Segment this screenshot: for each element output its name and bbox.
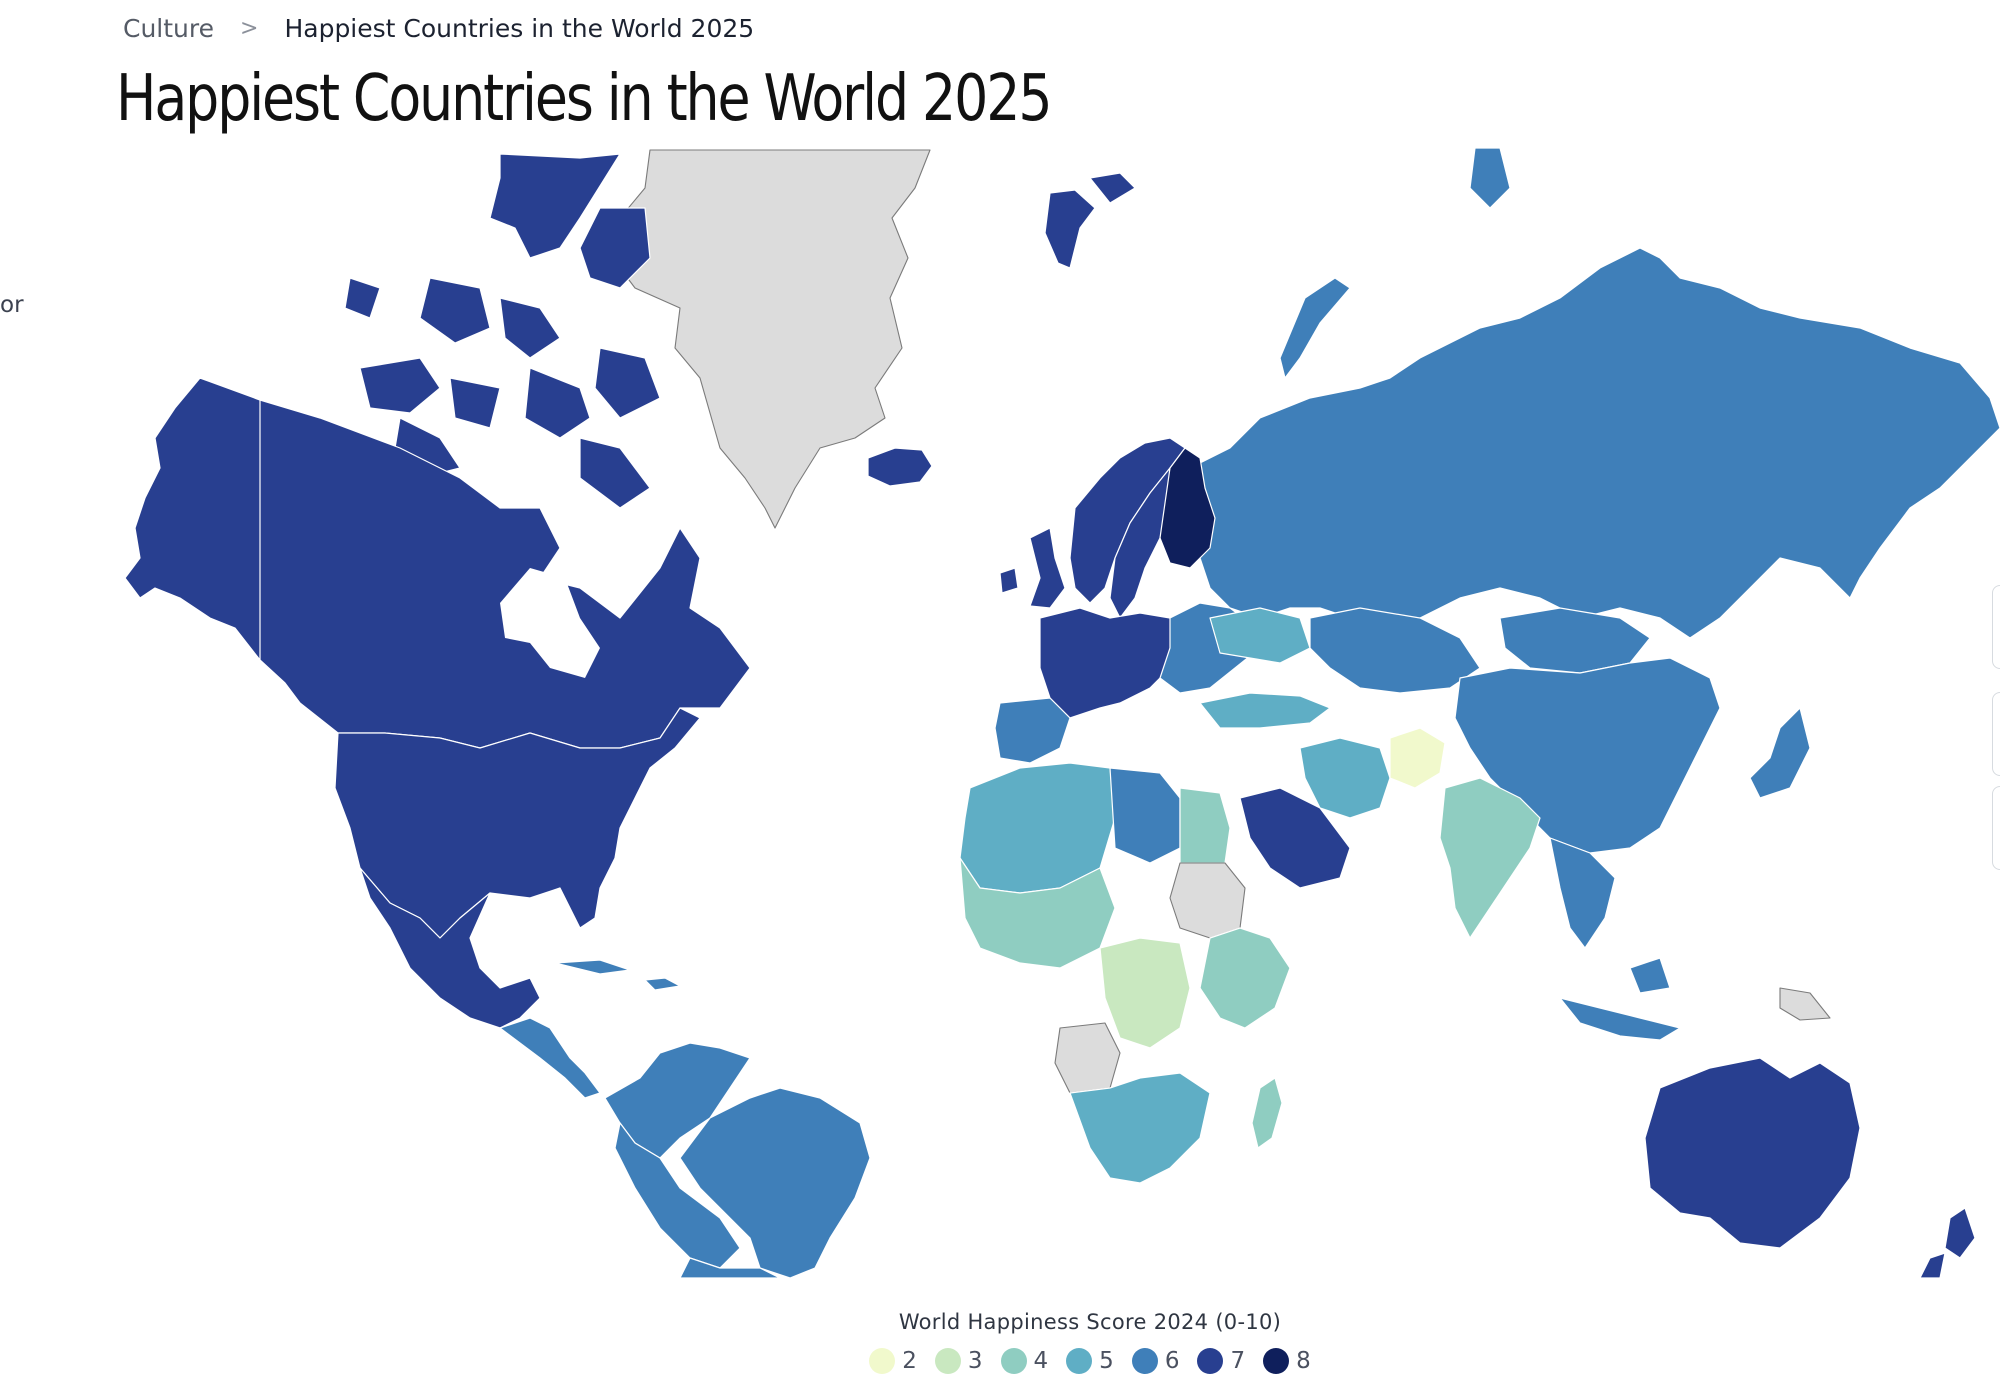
legend-label: 3	[967, 1348, 983, 1374]
legend-item[interactable]: 6	[1131, 1348, 1180, 1374]
region-svalbard[interactable]	[1044, 172, 1136, 269]
region-egypt[interactable]	[1179, 787, 1231, 864]
legend-swatch-icon	[1263, 1348, 1290, 1374]
legend-item[interactable]: 4	[1000, 1348, 1049, 1374]
region-novaya-zemlya[interactable]	[1279, 148, 1511, 379]
region-saudi-arabia[interactable]	[1239, 787, 1351, 889]
region-australia[interactable]	[1644, 1057, 1861, 1249]
legend-item[interactable]: 5	[1066, 1348, 1114, 1374]
breadcrumb-link-culture[interactable]: Culture	[123, 14, 215, 43]
legend-label: 8	[1296, 1348, 1311, 1374]
region-canada[interactable]	[209, 399, 751, 749]
region-madagascar[interactable]	[1251, 1077, 1283, 1149]
map-legend: World Happiness Score 2024 (0-10) 2 3 4 5 6 7…	[840, 1310, 1340, 1374]
region-alaska[interactable]	[124, 377, 261, 661]
world-choropleth-map	[124, 148, 2000, 1278]
region-southern-africa[interactable]	[1069, 1072, 1211, 1184]
legend-item[interactable]: 3	[934, 1348, 983, 1374]
legend-swatch-icon	[869, 1348, 896, 1374]
breadcrumb-current: Happiest Countries in the World 2025	[284, 14, 755, 43]
legend-swatch-icon	[1000, 1348, 1027, 1374]
region-angola[interactable]	[1054, 1022, 1121, 1094]
region-ukraine[interactable]	[1209, 607, 1311, 664]
region-west-africa[interactable]	[959, 857, 1116, 969]
legend-swatch-icon	[1066, 1348, 1093, 1374]
legend-items: 2 3 4 5 6 7 8	[840, 1348, 1340, 1374]
legend-item[interactable]: 7	[1197, 1348, 1245, 1374]
region-united-kingdom[interactable]	[999, 527, 1066, 609]
legend-label: 5	[1099, 1348, 1114, 1374]
region-brazil[interactable]	[679, 1087, 871, 1278]
breadcrumb-separator: >	[240, 16, 259, 41]
region-afghanistan[interactable]	[1389, 727, 1446, 789]
region-indonesia[interactable]	[1559, 957, 1681, 1041]
legend-swatch-icon	[934, 1348, 961, 1374]
region-caribbean[interactable]	[554, 959, 681, 991]
legend-label: 7	[1230, 1348, 1246, 1374]
side-text-fragment: or	[0, 292, 24, 318]
region-central-america[interactable]	[499, 1017, 601, 1099]
legend-label: 2	[902, 1348, 917, 1374]
region-iran[interactable]	[1299, 737, 1391, 819]
region-western-europe[interactable]	[1039, 607, 1181, 719]
region-turkey[interactable]	[1199, 692, 1331, 729]
page-title: Happiest Countries in the World 2025	[116, 62, 1053, 136]
legend-item[interactable]: 2	[869, 1348, 917, 1374]
region-japan[interactable]	[1749, 707, 1811, 799]
region-libya[interactable]	[1109, 767, 1181, 864]
region-new-zealand[interactable]	[1919, 1207, 1976, 1278]
legend-label: 6	[1164, 1348, 1180, 1374]
region-mexico[interactable]	[359, 867, 541, 1029]
legend-title: World Happiness Score 2024 (0-10)	[898, 1310, 1282, 1334]
region-papua-new-guinea[interactable]	[1779, 987, 1831, 1021]
region-india[interactable]	[1439, 777, 1541, 939]
region-sweden[interactable]	[1109, 467, 1171, 619]
legend-swatch-icon	[1131, 1348, 1158, 1374]
legend-swatch-icon	[1197, 1348, 1224, 1374]
region-argentina[interactable]	[679, 1257, 781, 1278]
region-spain[interactable]	[994, 697, 1071, 764]
region-dr-congo[interactable]	[1099, 937, 1191, 1049]
region-peru[interactable]	[614, 1122, 741, 1269]
legend-label: 4	[1033, 1348, 1049, 1374]
region-southeast-asia[interactable]	[1549, 837, 1616, 949]
region-kazakhstan[interactable]	[1309, 607, 1481, 694]
legend-item[interactable]: 8	[1263, 1348, 1311, 1374]
region-east-africa[interactable]	[1199, 927, 1291, 1029]
region-sudan[interactable]	[1169, 862, 1246, 939]
region-finland[interactable]	[1159, 447, 1216, 569]
region-iceland[interactable]	[867, 447, 933, 487]
breadcrumb: Culture > Happiest Countries in the Worl…	[123, 14, 754, 43]
